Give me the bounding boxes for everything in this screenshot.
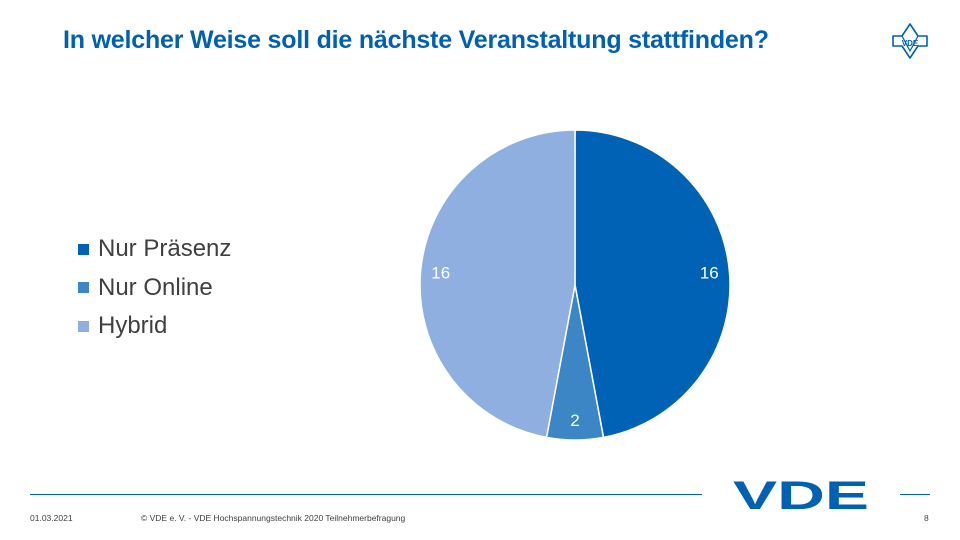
legend-swatch bbox=[78, 243, 89, 255]
pie-data-label: 16 bbox=[700, 264, 719, 283]
chart-legend: Nur Präsenz Nur Online Hybrid bbox=[78, 230, 231, 346]
pie-slice-hybrid bbox=[419, 129, 576, 439]
pie-data-label: 2 bbox=[570, 411, 579, 430]
svg-text:VDE: VDE bbox=[902, 39, 919, 48]
page-number: 8 bbox=[924, 513, 929, 523]
vde-seal-icon: VDE bbox=[892, 23, 928, 59]
pie-chart: 16 2 16 bbox=[419, 129, 731, 441]
legend-label: Nur Online bbox=[98, 273, 213, 301]
legend-item-nur-praesenz: Nur Präsenz bbox=[78, 230, 231, 269]
slide-title: In welcher Weise soll die nächste Verans… bbox=[63, 26, 769, 54]
legend-label: Hybrid bbox=[98, 312, 168, 340]
legend-item-hybrid: Hybrid bbox=[78, 307, 231, 346]
footer-copyright: © VDE e. V. - VDE Hochspannungstechnik 2… bbox=[141, 513, 406, 523]
vde-logo-text: VDE bbox=[733, 478, 869, 512]
legend-label: Nur Präsenz bbox=[98, 235, 232, 263]
footer-divider-left bbox=[30, 494, 702, 495]
pie-slice-nur-praesenz bbox=[574, 129, 731, 439]
legend-item-nur-online: Nur Online bbox=[78, 269, 231, 308]
footer-divider-right bbox=[900, 494, 930, 495]
pie-data-label: 16 bbox=[431, 264, 450, 283]
legend-swatch bbox=[78, 320, 89, 332]
legend-swatch bbox=[78, 282, 89, 294]
footer-date: 01.03.2021 bbox=[30, 513, 73, 523]
vde-logo: VDE bbox=[733, 478, 869, 512]
